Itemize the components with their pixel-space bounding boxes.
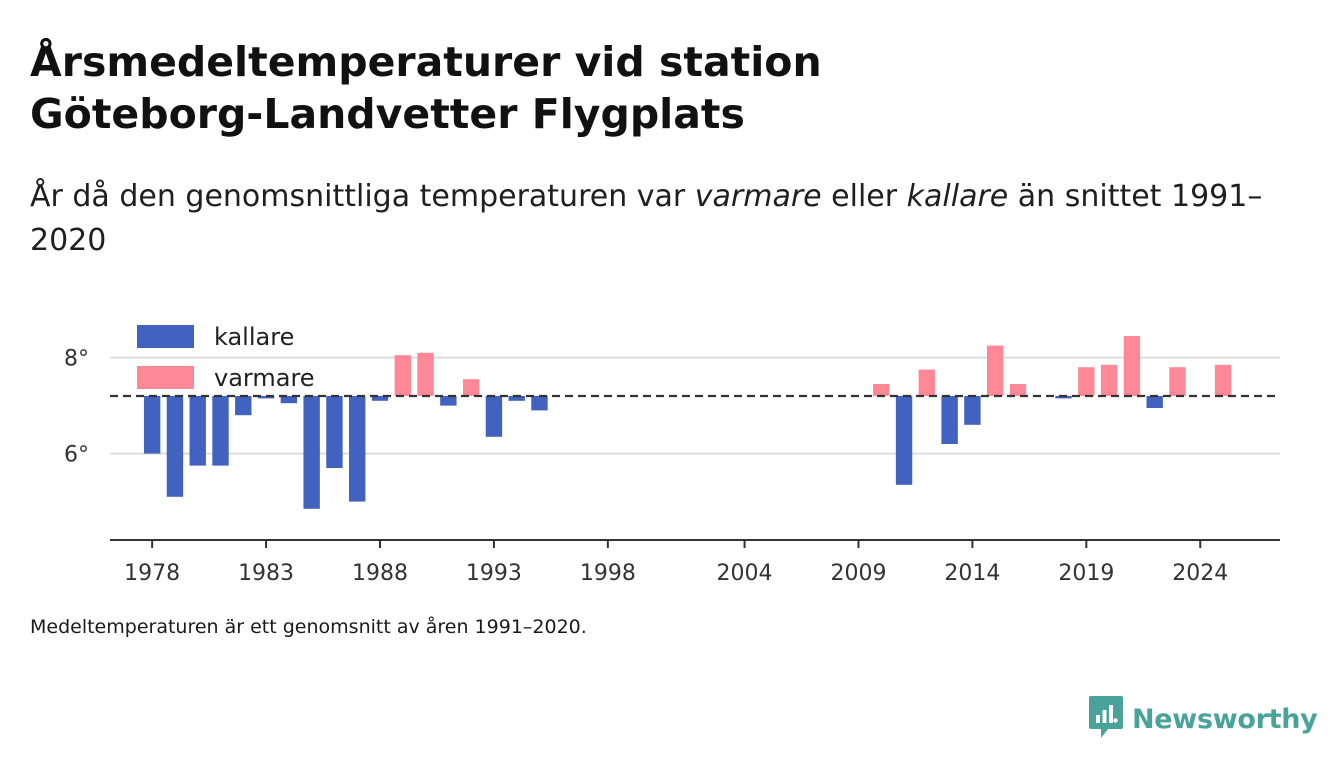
legend: kallare varmare (137, 323, 315, 392)
bar-2012 (918, 369, 936, 396)
bar-1986 (326, 396, 343, 468)
x-tick-label-1978: 1978 (124, 561, 180, 586)
x-tick-label-1983: 1983 (238, 561, 294, 586)
legend-label-warmer: varmare (214, 364, 315, 392)
newsworthy-chart-icon (1088, 694, 1124, 744)
bar-1989 (394, 355, 411, 396)
bar-1991 (440, 396, 457, 406)
x-tick-label-2014: 2014 (944, 561, 1000, 586)
subtitle-part2: eller (821, 179, 907, 214)
y-axis-ticks: 6° 8° (64, 347, 89, 468)
bar-1981 (212, 396, 229, 466)
bar-2015 (986, 345, 1004, 396)
bar-1985 (303, 396, 320, 509)
bar-1987 (349, 396, 366, 502)
bar-1993 (485, 396, 503, 437)
chart-title-line1: Årsmedeltemperaturer vid station (30, 38, 822, 86)
chart-subtitle: År då den genomsnittliga temperaturen va… (30, 175, 1280, 263)
x-tick-label-1993: 1993 (466, 561, 522, 586)
bar-1980 (189, 396, 206, 466)
chart-title: Årsmedeltemperaturer vid station Götebor… (30, 36, 1030, 140)
x-tick-label-2004: 2004 (717, 561, 773, 586)
x-tick-label-2009: 2009 (830, 561, 886, 586)
subtitle-emphasis-warmer: varmare (694, 179, 822, 214)
bars (143, 336, 1232, 509)
bar-2018 (1055, 396, 1072, 399)
x-tick-label-1988: 1988 (352, 561, 408, 586)
bar-1984 (280, 396, 298, 404)
subtitle-part3: än snittet 1991–2020 (30, 179, 1263, 258)
x-tick-label-2024: 2024 (1172, 561, 1228, 586)
newsworthy-logo-text: Newsworthy (1132, 703, 1318, 735)
bar-1988 (371, 396, 389, 401)
bar-2023 (1169, 367, 1186, 396)
bar-2020 (1100, 364, 1118, 396)
x-tick-label-2019: 2019 (1058, 561, 1114, 586)
bar-2013 (941, 396, 958, 444)
bar-2021 (1123, 336, 1141, 396)
subtitle-emphasis-colder: kallare (906, 179, 1009, 214)
bar-2011 (895, 396, 913, 485)
footnote: Medeltemperaturen är ett genomsnitt av å… (30, 616, 587, 638)
temperature-bar-chart: 1978 1983 1988 1993 1998 2004 2009 2014 2019 2024… (64, 323, 1280, 586)
chart-title-line2: Göteborg-Landvetter Flygplats (30, 90, 745, 138)
legend-swatch-warmer (137, 366, 194, 389)
bar-1994 (508, 396, 525, 401)
bar-2010 (873, 384, 890, 396)
bar-1983 (257, 396, 275, 399)
bar-1978 (143, 396, 161, 454)
bar-1992 (462, 379, 480, 396)
bar-2014 (964, 396, 981, 425)
x-axis-ticks: 1978 1983 1988 1993 1998 2004 2009 2014 2019 2024 (124, 540, 1228, 586)
bar-1995 (531, 396, 548, 411)
bar-2016 (1009, 384, 1027, 396)
newsworthy-logo[interactable]: Newsworthy (1088, 694, 1318, 744)
y-tick-label: 8° (64, 347, 89, 372)
bar-2019 (1078, 367, 1095, 396)
bar-2022 (1146, 396, 1163, 408)
subtitle-part1: År då den genomsnittliga temperaturen va… (30, 179, 695, 214)
legend-swatch-colder (137, 325, 194, 348)
bar-1990 (417, 352, 434, 396)
bar-1979 (166, 396, 184, 497)
x-tick-label-1998: 1998 (580, 561, 636, 586)
bar-2025 (1214, 364, 1232, 396)
legend-label-colder: kallare (214, 323, 294, 351)
y-tick-label: 6° (64, 443, 89, 468)
bar-1982 (235, 396, 252, 416)
